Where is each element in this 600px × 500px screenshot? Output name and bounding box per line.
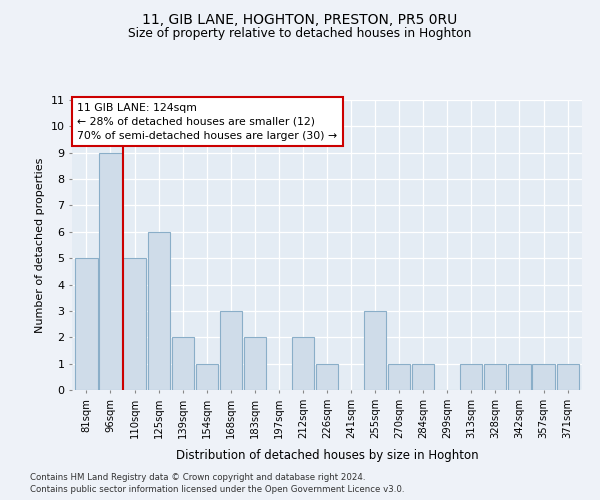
Bar bbox=[196, 364, 218, 390]
X-axis label: Distribution of detached houses by size in Hoghton: Distribution of detached houses by size … bbox=[176, 449, 478, 462]
Bar bbox=[292, 338, 314, 390]
Bar bbox=[100, 152, 122, 390]
Bar bbox=[412, 364, 434, 390]
Text: Contains public sector information licensed under the Open Government Licence v3: Contains public sector information licen… bbox=[30, 485, 404, 494]
Bar bbox=[172, 338, 194, 390]
Bar bbox=[388, 364, 410, 390]
Bar bbox=[557, 364, 578, 390]
Text: 11 GIB LANE: 124sqm
← 28% of detached houses are smaller (12)
70% of semi-detach: 11 GIB LANE: 124sqm ← 28% of detached ho… bbox=[77, 103, 337, 141]
Bar bbox=[484, 364, 506, 390]
Text: Contains HM Land Registry data © Crown copyright and database right 2024.: Contains HM Land Registry data © Crown c… bbox=[30, 474, 365, 482]
Bar bbox=[124, 258, 146, 390]
Bar bbox=[460, 364, 482, 390]
Text: 11, GIB LANE, HOGHTON, PRESTON, PR5 0RU: 11, GIB LANE, HOGHTON, PRESTON, PR5 0RU bbox=[142, 12, 458, 26]
Bar bbox=[316, 364, 338, 390]
Text: Size of property relative to detached houses in Hoghton: Size of property relative to detached ho… bbox=[128, 28, 472, 40]
Bar bbox=[220, 311, 242, 390]
Bar bbox=[148, 232, 170, 390]
Y-axis label: Number of detached properties: Number of detached properties bbox=[35, 158, 45, 332]
Bar bbox=[532, 364, 554, 390]
Bar bbox=[244, 338, 266, 390]
Bar bbox=[364, 311, 386, 390]
Bar bbox=[76, 258, 98, 390]
Bar bbox=[508, 364, 530, 390]
